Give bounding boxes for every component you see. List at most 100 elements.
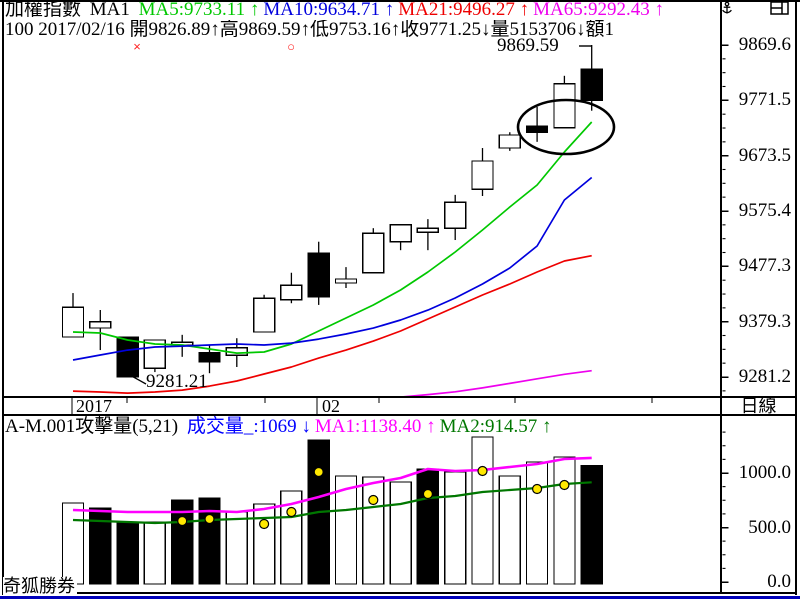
candle-body <box>198 352 221 363</box>
candle-body <box>416 227 440 233</box>
volume-tick-label: 500.0 <box>748 516 791 538</box>
ma-tag: MA1 <box>89 0 130 20</box>
attack-signal-dot <box>286 506 297 518</box>
volume-bar <box>444 471 467 585</box>
attack-signal-dot <box>177 515 188 527</box>
candle-body <box>444 201 467 229</box>
volume-readout: MA2:914.57 ↑ <box>439 416 552 437</box>
high-price-label: 9869.59 <box>497 35 559 56</box>
window-border-top <box>0 0 800 2</box>
low-price-label: 9281.21 <box>146 371 208 392</box>
anchor-icon[interactable] <box>720 1 734 16</box>
volume-ma2-line <box>72 481 592 525</box>
low-label-connector <box>127 373 147 385</box>
window-border-right <box>795 0 797 595</box>
ma-readout: MA65:9292.43 ↑ <box>533 0 665 20</box>
date-axis-label: 02 <box>322 396 340 416</box>
volume-bar <box>553 456 576 585</box>
volume-bar <box>334 475 358 585</box>
window-bottom-edge <box>0 596 800 599</box>
axis-tick-marks <box>71 44 729 583</box>
volume-bar <box>525 461 549 585</box>
attack-signal-dot <box>477 465 488 477</box>
date-strip-top-line <box>2 396 797 398</box>
volume-bar <box>252 503 276 585</box>
ohlc-info-line: 100 2017/02/16 開9826.89↑高9869.59↑低9753.1… <box>5 20 615 40</box>
volume-chart-area[interactable] <box>61 436 603 585</box>
volume-bar <box>280 490 303 585</box>
candle-body <box>525 125 549 133</box>
volume-ma1-line <box>72 456 592 514</box>
volume-readout: 成交量_:1069 ↓ <box>186 416 311 437</box>
window-layout-icon[interactable] <box>770 1 790 15</box>
volume-bar <box>471 436 494 585</box>
ma10-line <box>72 176 593 361</box>
price-tick-label: 9477.3 <box>738 255 791 277</box>
candle-body <box>471 160 494 190</box>
candle-body <box>89 321 112 329</box>
attack-signal-dot <box>204 513 215 525</box>
volume-bar <box>225 511 248 585</box>
watermark: 奇狐勝券 <box>3 576 77 596</box>
main-chart-area[interactable] <box>61 45 616 398</box>
window-border-left <box>2 0 4 595</box>
main-chart-header: 加權指數 MA1 MA5:9733.11 ↑ MA10:9634.71 ↑ MA21… <box>5 0 668 20</box>
price-tick-label: 9771.5 <box>738 89 791 111</box>
attack-signal-dot <box>368 494 379 506</box>
volume-bar <box>389 481 412 585</box>
candle-body <box>362 232 385 274</box>
chart-mark-x: × <box>133 39 141 54</box>
chart-mark-o: ○ <box>287 39 295 54</box>
volume-bar <box>416 468 440 585</box>
volume-bar <box>143 521 167 585</box>
ma5-line <box>72 121 593 354</box>
attack-signal-dot <box>259 518 270 530</box>
candle-body <box>389 224 412 243</box>
price-tick-label: 9869.6 <box>738 34 791 55</box>
ma-readout: MA5:9733.11 ↑ <box>138 0 260 20</box>
volume-tick-label: 0.0 <box>767 571 791 592</box>
volume-bar <box>89 507 112 585</box>
candle-body <box>307 252 330 298</box>
index-title: 加權指數 <box>5 0 82 20</box>
volume-readouts: 成交量_:1069 ↓ MA1:1138.40 ↑ MA2:914.57 ↑ <box>187 416 556 437</box>
candle-body <box>334 278 358 284</box>
candle-body <box>498 134 521 149</box>
volume-panel-header: A-M.001攻擊量(5,21) 成交量_:1069 ↓ MA1:1138.40 … <box>5 416 556 437</box>
volume-bar <box>362 476 385 585</box>
volume-bar <box>61 502 85 585</box>
price-tick-label: 9281.2 <box>738 366 791 388</box>
ma-readouts: MA5:9733.11 ↑ MA10:9634.71 ↑ MA21:9496.27 … <box>139 0 668 20</box>
attack-signal-dot <box>559 479 570 491</box>
highlight-ellipse <box>516 98 616 156</box>
candle-body <box>280 284 303 301</box>
volume-bar <box>498 475 521 585</box>
volume-indicator-title: A-M.001攻擊量(5,21) <box>5 416 179 437</box>
price-tick-label: 9673.5 <box>738 144 791 166</box>
ma-readout: MA10:9634.71 ↑ <box>263 0 395 20</box>
attack-signal-dot <box>313 466 324 478</box>
volume-readout: MA1:1138.40 ↑ <box>314 416 436 437</box>
candle-body <box>61 306 85 338</box>
period-label: 日線 <box>740 396 777 416</box>
volume-panel-bottom-line <box>2 592 797 594</box>
ma-readout: MA21:9496.27 ↑ <box>398 0 530 20</box>
volume-tick-label: 1000.0 <box>738 462 791 483</box>
volume-bar <box>580 464 603 585</box>
ma21-line <box>72 254 592 394</box>
candle-body <box>252 297 276 333</box>
volume-bar <box>116 521 139 585</box>
date-axis-label: 2017 <box>76 396 112 416</box>
candle-body <box>553 83 576 129</box>
attack-signal-dot <box>422 488 433 500</box>
attack-signal-dot <box>531 483 543 495</box>
price-tick-label: 9575.4 <box>738 200 791 222</box>
ma65-line <box>400 369 592 398</box>
price-tick-label: 9379.3 <box>738 310 791 332</box>
axis-separator <box>720 0 722 593</box>
date-strip-bottom-line <box>2 414 797 416</box>
anchor-icon-glyph <box>722 1 732 14</box>
candle-body <box>116 336 139 378</box>
